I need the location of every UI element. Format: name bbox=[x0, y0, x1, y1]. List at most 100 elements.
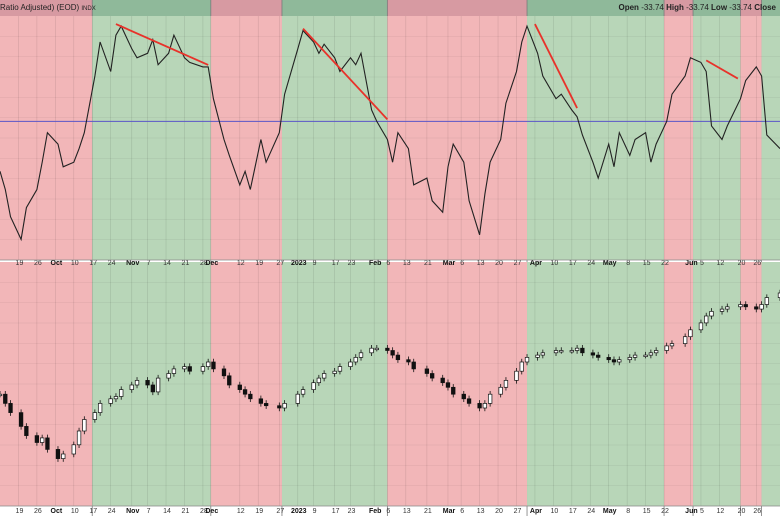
x-tick-label: 26 bbox=[34, 508, 42, 515]
regime-band-red bbox=[740, 262, 762, 506]
candle-up bbox=[643, 354, 648, 357]
x-tick-label: Mar bbox=[443, 260, 456, 267]
candle-down bbox=[258, 398, 264, 404]
x-tick-label: Nov bbox=[126, 260, 139, 267]
candle-up bbox=[40, 437, 45, 443]
candle-down bbox=[430, 373, 435, 379]
x-tick-label: 19 bbox=[255, 260, 263, 267]
trend-line bbox=[534, 23, 578, 109]
x-tick-label: 19 bbox=[16, 260, 24, 267]
x-tick-label: Feb bbox=[369, 260, 381, 267]
header-band-green bbox=[527, 0, 665, 16]
x-tick-label: 26 bbox=[753, 260, 761, 267]
x-tick-label: May bbox=[603, 260, 617, 267]
candle-down bbox=[277, 405, 282, 409]
x-tick-label: 2023 bbox=[291, 508, 307, 515]
candle-down bbox=[596, 354, 601, 358]
regime-band-red bbox=[387, 16, 528, 260]
candle-up bbox=[155, 377, 161, 393]
candle-up bbox=[113, 396, 119, 400]
x-tick-label: 21 bbox=[182, 260, 190, 267]
candle-down bbox=[55, 449, 61, 459]
regime-band-red bbox=[210, 262, 282, 506]
x-tick-label: 12 bbox=[716, 260, 724, 267]
x-tick-label: Oct bbox=[51, 260, 63, 267]
candle-up bbox=[182, 366, 187, 370]
regime-band-green bbox=[527, 16, 665, 260]
candle-down bbox=[150, 384, 155, 393]
candle-down bbox=[237, 384, 242, 390]
x-tick-label: 15 bbox=[643, 260, 651, 267]
candle-down bbox=[451, 386, 456, 395]
candle-up bbox=[719, 308, 725, 312]
x-tick-label: 21 bbox=[424, 260, 432, 267]
candle-up bbox=[129, 384, 134, 390]
x-tick-label: 26 bbox=[34, 260, 42, 267]
x-tick-label: 8 bbox=[626, 508, 630, 515]
candle-up bbox=[97, 403, 103, 413]
candle-down bbox=[395, 354, 401, 361]
candle-down bbox=[445, 382, 451, 388]
candle-down bbox=[34, 435, 40, 443]
candle-up bbox=[709, 311, 714, 317]
regime-band-green bbox=[761, 16, 780, 260]
header-band-red bbox=[210, 0, 282, 16]
candle-up bbox=[777, 292, 780, 298]
candle-up bbox=[82, 419, 87, 432]
series-label: Ratio Adjusted) (EOD) bbox=[0, 3, 80, 12]
candle-up bbox=[738, 304, 743, 308]
x-tick-label: 5 bbox=[700, 260, 704, 267]
x-tick-label: 5 bbox=[700, 508, 704, 515]
candle-up bbox=[669, 343, 675, 347]
candle-up bbox=[369, 347, 374, 354]
x-tick-label: 10 bbox=[550, 260, 558, 267]
regime-band-red bbox=[664, 16, 694, 260]
x-tick-label: 22 bbox=[661, 260, 669, 267]
series-title: Ratio Adjusted) (EOD) INDX bbox=[0, 0, 96, 16]
candle-up bbox=[61, 453, 66, 459]
x-tick-label: 17 bbox=[332, 260, 340, 267]
x-tick-label: Nov bbox=[126, 508, 139, 515]
regime-band-green bbox=[761, 262, 780, 506]
candle-down bbox=[248, 393, 253, 400]
candle-down bbox=[211, 361, 216, 370]
low-value: -33.74 bbox=[729, 3, 752, 12]
regime-band-red bbox=[0, 262, 93, 506]
x-tick-label: 17 bbox=[332, 508, 340, 515]
x-tick-label: 8 bbox=[626, 260, 630, 267]
candle-up bbox=[540, 352, 545, 356]
x-tick-label: 9 bbox=[313, 260, 317, 267]
candle-down bbox=[227, 375, 232, 386]
candle-up bbox=[358, 352, 364, 358]
regime-band-red bbox=[387, 262, 528, 506]
x-tick-label: Jun bbox=[685, 260, 697, 267]
candle-down bbox=[263, 403, 269, 407]
candle-up bbox=[498, 386, 503, 395]
candle-down bbox=[611, 359, 617, 363]
candle-up bbox=[514, 370, 519, 381]
high-value: -33.74 bbox=[686, 3, 709, 12]
candle-up bbox=[300, 389, 306, 395]
x-tick-label: 6 bbox=[460, 260, 464, 267]
candle-up bbox=[759, 304, 764, 310]
candle-up bbox=[282, 403, 287, 409]
x-tick-label: 13 bbox=[477, 260, 485, 267]
high-label: High bbox=[666, 3, 684, 12]
ohlc-readout: Open -33.74 High -33.74 Low -33.74 Close bbox=[619, 0, 777, 16]
top-panel-grid bbox=[0, 16, 780, 260]
x-tick-label: 14 bbox=[163, 508, 171, 515]
candle-down bbox=[45, 437, 50, 450]
x-tick-label: Feb bbox=[369, 508, 381, 515]
regime-band-green bbox=[281, 16, 388, 260]
candle-down bbox=[424, 368, 430, 374]
candle-up bbox=[627, 357, 632, 361]
candle-up bbox=[92, 412, 98, 420]
top-panel-bands bbox=[0, 16, 780, 260]
x-tick-label: Apr bbox=[530, 260, 542, 267]
x-tick-label: 24 bbox=[587, 260, 595, 267]
candle-up bbox=[311, 382, 316, 390]
bottom-panel-bands bbox=[0, 262, 780, 506]
candle-up bbox=[200, 366, 206, 372]
candle-up bbox=[482, 403, 488, 409]
